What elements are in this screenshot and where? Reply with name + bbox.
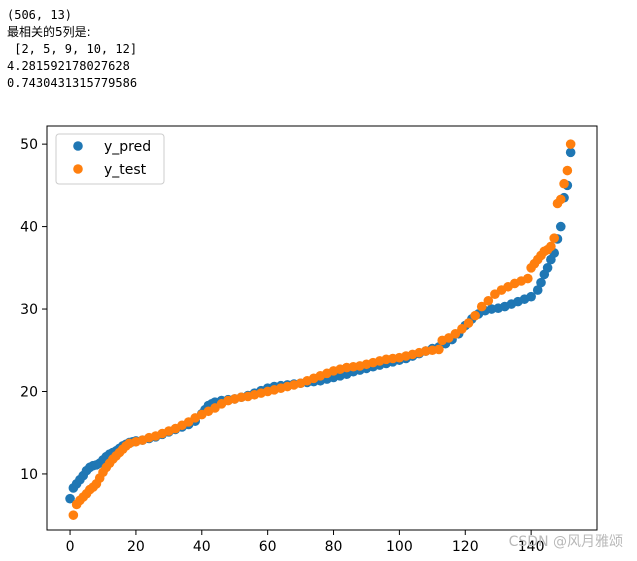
x-tick-label-6: 120	[452, 539, 479, 555]
y_test-point-0	[68, 510, 79, 520]
legend: y_pred y_test	[55, 133, 165, 185]
x-tick-label-4: 80	[325, 539, 343, 555]
y_pred-point-0	[65, 493, 75, 504]
output-heading-line: 最相关的5列是:	[7, 25, 91, 39]
x-tick-label-5: 100	[386, 539, 413, 555]
y_test-point-71	[476, 301, 487, 312]
y_test-point-89	[559, 178, 569, 189]
y_pred-point-83	[532, 285, 543, 295]
y_pred-point-90	[555, 221, 566, 232]
y_pred-point-86	[542, 263, 553, 273]
output-metric-line-2: 0.7430431315779586	[7, 76, 138, 90]
y_test-point-70	[470, 310, 480, 321]
y-tick-label-0: 10	[20, 467, 38, 483]
y-tick-label-3: 40	[20, 220, 38, 236]
y-tick-label-1: 20	[20, 384, 38, 400]
y_test-point-67	[450, 328, 461, 339]
y_test-point-90	[562, 165, 573, 176]
y-tick-label-4: 50	[20, 137, 38, 153]
y_test-point-91	[565, 139, 576, 149]
y_pred-point-82	[526, 291, 536, 302]
x-tick-label-3: 60	[259, 539, 277, 555]
output-columns-line: [2, 5, 9, 10, 12]	[7, 42, 138, 56]
output-shape-line: (506, 13)	[7, 8, 73, 22]
y_test-point-68	[457, 324, 467, 334]
y_test-point-64	[434, 344, 444, 355]
y_test-point-88	[555, 194, 566, 205]
y_pred-point-84	[536, 277, 546, 288]
legend-marker-y_pred	[73, 141, 83, 151]
y_test-point-69	[463, 318, 474, 328]
y-tick-label-2: 30	[20, 302, 38, 318]
legend-label-y_test: y_test	[104, 162, 147, 178]
y_test-point-85	[546, 241, 556, 252]
x-tick-label-1: 20	[127, 539, 145, 555]
axes: 0 20 40 60 80 100 120 140 10 20 30 40 50	[20, 137, 544, 555]
plot-frame	[46, 125, 598, 531]
x-tick-label-2: 40	[193, 539, 211, 555]
y_test-point-72	[483, 295, 494, 306]
y_test-point-78	[523, 273, 533, 284]
y_test-point-86	[549, 233, 559, 243]
y_pred-point-93	[565, 147, 576, 158]
cell-output: (506, 13) 最相关的5列是: [2, 5, 9, 10, 12] 4.2…	[7, 7, 137, 92]
legend-marker-y_test	[73, 164, 83, 174]
output-metric-line-1: 4.281592178027628	[7, 59, 130, 73]
x-tick-label-0: 0	[66, 539, 75, 555]
plot-marks	[65, 139, 576, 520]
legend-box	[55, 133, 165, 185]
watermark: CSDN @风月雅颂	[508, 534, 623, 550]
legend-label-y_pred: y_pred	[104, 139, 151, 155]
x-tick-label-7: 140	[518, 539, 545, 555]
